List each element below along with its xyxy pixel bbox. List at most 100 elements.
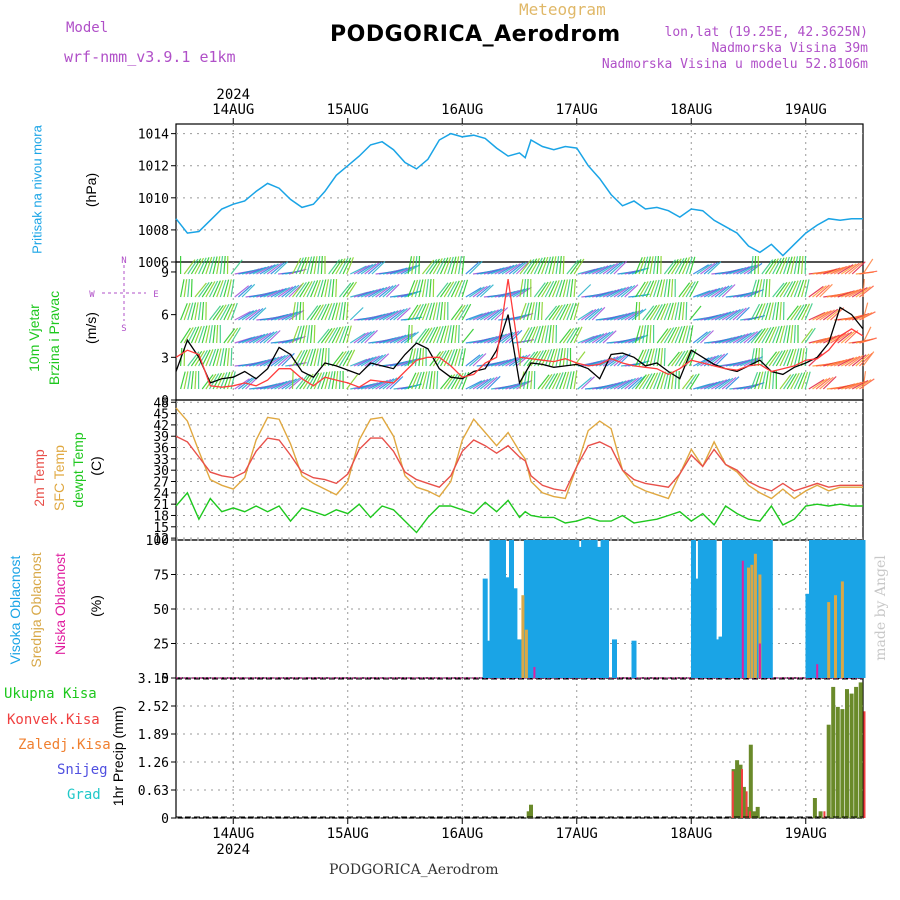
footer-station: PODGORICA_Aerodrom	[329, 862, 499, 878]
wind-barb	[530, 370, 533, 390]
wind-barb	[562, 255, 565, 275]
wind-barb	[797, 256, 801, 275]
wind-barb	[393, 307, 408, 321]
wind-barb	[757, 371, 764, 390]
rain-total-bar	[755, 806, 760, 818]
wind-barb	[302, 256, 310, 275]
wind-barb	[498, 357, 515, 367]
wind-barb	[407, 372, 417, 390]
cloud-low-bar	[741, 560, 744, 678]
wind-barb	[761, 279, 765, 298]
cloud-high-bar	[566, 540, 572, 678]
cloud-high-bar	[725, 540, 731, 678]
wind-barb	[194, 282, 207, 298]
wind-barb	[389, 376, 404, 390]
wind-barb	[382, 377, 398, 390]
wind-barb	[353, 264, 370, 275]
compass-s: S	[121, 324, 126, 334]
cloud-high-bar	[512, 588, 518, 678]
wind-barb	[313, 256, 318, 275]
wind-barb	[421, 327, 433, 344]
wind-barb	[544, 280, 555, 298]
wind-barb	[219, 256, 224, 275]
wind-barb	[483, 335, 501, 344]
wind-barb	[490, 359, 509, 367]
wind-barb	[252, 358, 270, 367]
wind-barb	[281, 352, 295, 367]
wind-barb	[357, 356, 374, 367]
wind-barb	[295, 349, 306, 367]
wind-barb	[190, 350, 203, 367]
wind-barb	[562, 327, 575, 344]
cloud-ytick-label: 75	[153, 569, 169, 584]
wind-barb	[526, 278, 529, 298]
wind-barb	[671, 302, 677, 321]
wind-barb	[223, 371, 231, 390]
wind-barb	[320, 303, 330, 321]
wind-barb	[573, 258, 585, 275]
wind-barb	[804, 303, 813, 321]
wind-barb	[299, 374, 311, 390]
wind-barb	[375, 378, 392, 390]
wind-barb	[458, 304, 469, 321]
wind-barb	[790, 280, 799, 298]
cloud-high-bar	[482, 578, 488, 678]
wind-barb	[663, 327, 675, 344]
wind-barb	[859, 311, 876, 321]
wind-barb	[512, 261, 527, 275]
wind-barb	[212, 348, 219, 367]
wind-barb	[707, 261, 722, 275]
wind-barb	[256, 332, 272, 344]
wind-barb	[432, 371, 436, 390]
wind-barb	[768, 302, 774, 321]
wind-barb	[703, 287, 721, 298]
cloud-mid-bar	[753, 553, 757, 678]
wind-barb	[432, 258, 443, 275]
wind-barb	[678, 325, 686, 344]
wind-barb	[338, 370, 341, 390]
wind-barb	[624, 335, 642, 344]
wind-barb	[667, 326, 678, 344]
wind-barb	[663, 302, 672, 321]
wind-barb	[551, 280, 560, 298]
wind-barb	[263, 330, 278, 344]
wind-barb	[342, 325, 350, 344]
wind-barb	[689, 280, 699, 298]
wind-barb	[851, 286, 868, 298]
wind-barb	[263, 382, 281, 390]
wind-barb	[645, 348, 653, 367]
wind-barb	[245, 334, 263, 344]
wind-barb	[371, 261, 386, 275]
wind-barb	[793, 348, 800, 367]
temp-ytick-label: 27	[153, 476, 169, 491]
wind-barb	[468, 260, 483, 275]
wind-barb	[801, 328, 813, 344]
wind-barb	[288, 376, 304, 390]
wind-barb	[360, 356, 377, 367]
wind-barb	[357, 263, 374, 275]
cloud-high-bar	[715, 639, 721, 678]
cloud-high-bar	[509, 540, 514, 678]
wind-barb	[324, 303, 333, 321]
wind-barb	[469, 286, 485, 298]
wind-barb	[335, 350, 347, 367]
wind-barb	[613, 312, 631, 321]
wind-barb	[783, 349, 792, 367]
wind-barb	[841, 289, 859, 298]
wind-barb	[230, 327, 241, 344]
wind-barb	[696, 382, 715, 390]
wind-barb	[566, 302, 574, 321]
wind-barb	[862, 371, 867, 390]
wind-barb	[754, 303, 763, 321]
rain-total-bar	[840, 709, 845, 818]
wind-barb	[783, 373, 795, 390]
wind-barb	[660, 279, 666, 298]
wind-barb	[458, 279, 466, 298]
wind-barb	[747, 330, 762, 344]
wind-barb	[198, 302, 202, 321]
rain-total-bar	[854, 686, 859, 818]
wind-barb	[729, 333, 746, 344]
wind-barb	[418, 303, 427, 321]
wind-barb	[588, 333, 605, 344]
wind-barb	[274, 354, 289, 367]
